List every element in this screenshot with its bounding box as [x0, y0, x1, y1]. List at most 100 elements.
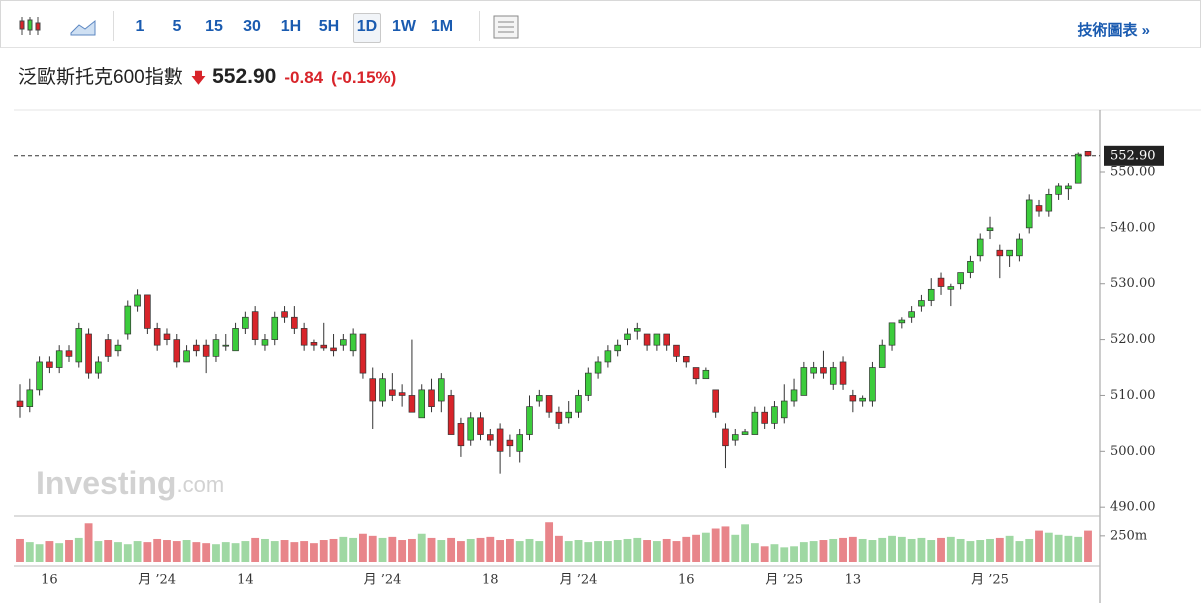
volume-bar	[339, 536, 348, 562]
volume-bar	[1064, 535, 1073, 562]
interval-button[interactable]: 5H	[318, 18, 340, 35]
x-tick-label: 月 ’25	[971, 573, 1009, 588]
volume-bar	[613, 540, 622, 562]
candle-body	[585, 372, 592, 396]
candle-body	[36, 361, 43, 391]
candle-body	[300, 328, 308, 346]
candle-body	[487, 434, 494, 441]
interval-button[interactable]: 1H	[280, 18, 302, 35]
candle-body	[996, 249, 1004, 257]
candle-body	[771, 406, 778, 424]
candle-body	[212, 339, 220, 357]
candle-body	[692, 367, 700, 380]
technical-chart-link[interactable]: 技術圖表 »	[1077, 22, 1150, 39]
volume-bar	[966, 541, 975, 562]
interval-button[interactable]: 1	[135, 18, 145, 35]
volume-bar	[633, 537, 642, 562]
volume-bar	[231, 543, 240, 562]
candle-body	[85, 333, 92, 374]
candle-body	[594, 361, 602, 374]
volume-bar	[153, 538, 162, 562]
interval-button[interactable]: 1D	[353, 13, 381, 43]
volume-bar	[790, 546, 798, 562]
candle-body	[1006, 249, 1013, 257]
volume-bar	[437, 540, 446, 562]
volume-bar	[927, 540, 936, 562]
volume-bar	[84, 523, 93, 562]
volume-bar	[986, 538, 994, 562]
interval-button[interactable]: 5	[172, 18, 182, 35]
volume-bar	[329, 538, 338, 562]
table-icon[interactable]	[493, 15, 519, 39]
instrument-name: 泛歐斯托克600指數	[18, 67, 183, 88]
volume-bar	[202, 543, 211, 562]
volume-bar	[682, 536, 691, 562]
volume-bar	[652, 541, 661, 562]
y-tick-label: 540.00	[1110, 220, 1156, 235]
interval-button[interactable]: 15	[205, 18, 223, 35]
interval-button[interactable]: 30	[243, 18, 261, 35]
volume-bar	[466, 538, 475, 562]
volume-bar	[1054, 534, 1063, 562]
candle-body	[526, 406, 533, 435]
volume-bar	[1084, 530, 1092, 562]
volume-bar	[731, 534, 740, 562]
volume-bar	[143, 542, 152, 562]
volume-bar	[1035, 530, 1043, 562]
candle-body	[1035, 205, 1043, 212]
candle-body	[26, 389, 34, 407]
area-icon[interactable]	[69, 17, 97, 37]
candle-body	[702, 369, 710, 380]
candle-body	[976, 238, 984, 257]
candle-body	[124, 305, 132, 335]
volume-tick-label: 250m	[1110, 528, 1147, 543]
candle-body	[633, 328, 641, 332]
volume-bar	[1005, 535, 1014, 562]
volume-bar	[711, 528, 720, 562]
candle-body	[163, 333, 171, 340]
volume-bar	[819, 540, 828, 562]
volume-bar	[172, 541, 181, 562]
volume-bar	[721, 526, 730, 562]
volume-bar	[662, 538, 671, 562]
candle-body	[320, 344, 328, 349]
volume-bar	[241, 541, 250, 562]
candle-body	[271, 316, 279, 340]
volume-bar	[897, 536, 906, 562]
volume-bar	[741, 524, 749, 562]
volume-bar	[946, 536, 955, 562]
candle-body	[947, 286, 955, 290]
candle-body	[379, 378, 386, 402]
candle-body	[242, 316, 249, 329]
candle-body	[800, 367, 808, 396]
y-tick-label: 500.00	[1110, 444, 1156, 459]
volume-bar	[868, 540, 877, 562]
volume-bar	[133, 541, 142, 562]
divider	[479, 11, 480, 41]
volume-bar	[839, 537, 847, 562]
volume-bar	[888, 535, 896, 562]
volume-bar	[829, 538, 838, 562]
candle-body	[918, 300, 925, 307]
candle-body	[173, 339, 181, 363]
volume-bar	[114, 542, 122, 562]
volume-bar	[349, 537, 358, 562]
candle-body	[957, 272, 964, 285]
volume-bar	[251, 537, 260, 562]
candle-body	[457, 423, 465, 447]
volume-bar	[45, 541, 54, 562]
volume-bar	[16, 538, 24, 562]
y-tick-label: 550.00	[1110, 165, 1156, 180]
volume-bar	[65, 540, 73, 562]
interval-button[interactable]: 1W	[392, 18, 416, 35]
volume-bar	[976, 540, 985, 562]
volume-bar	[917, 537, 926, 562]
candle-body	[810, 367, 817, 374]
candle-body	[359, 333, 367, 374]
candle-body	[330, 347, 337, 352]
volume-bar	[221, 542, 230, 562]
volume-bar	[417, 533, 426, 562]
volume-bar	[692, 534, 700, 562]
interval-button[interactable]: 1M	[430, 18, 454, 35]
